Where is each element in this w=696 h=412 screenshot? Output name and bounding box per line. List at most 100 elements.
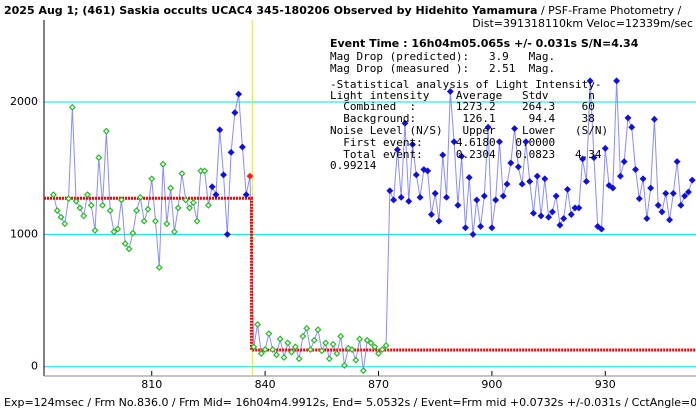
data-point	[299, 332, 307, 340]
event-time: Event Time : 16h04m05.065s +/- 0.031s S/…	[330, 37, 639, 50]
data-point	[53, 207, 61, 215]
stat-line: Background: 126.1 94.4 38	[330, 112, 595, 125]
data-point	[201, 167, 209, 175]
data-point	[118, 196, 125, 204]
data-point	[367, 339, 375, 347]
data-point	[378, 346, 386, 353]
data-point	[352, 356, 360, 364]
data-point	[416, 193, 424, 201]
data-point	[220, 171, 227, 179]
data-point	[159, 160, 167, 168]
data-point	[548, 208, 556, 216]
data-point	[246, 172, 254, 180]
data-point	[314, 326, 322, 334]
data-point	[390, 196, 398, 204]
data-point	[250, 343, 258, 351]
data-point	[397, 193, 405, 201]
data-point	[673, 158, 681, 166]
data-point	[605, 181, 613, 189]
data-point	[590, 154, 598, 162]
data-point	[635, 195, 643, 203]
data-point	[446, 88, 454, 95]
y-tick-label: 2000	[10, 95, 38, 108]
info: Dist=391318110km Veloc=12339m/sec	[472, 17, 693, 30]
data-point	[310, 336, 318, 344]
data-point	[265, 330, 273, 338]
x-tick-label: 810	[141, 378, 162, 391]
data-point	[303, 324, 311, 332]
y-tick-label: 1000	[10, 227, 38, 240]
data-point	[257, 350, 265, 357]
data-point	[322, 339, 330, 347]
data-point	[484, 123, 492, 131]
data-point	[477, 223, 485, 230]
data-point	[533, 172, 541, 180]
stat-line: Combined : 1273.2 264.3 60	[330, 100, 595, 113]
data-point	[435, 217, 443, 225]
data-point	[556, 221, 564, 229]
x-tick-label: 840	[255, 378, 276, 391]
data-point	[579, 155, 587, 163]
data-point	[72, 197, 80, 205]
data-point	[80, 212, 88, 220]
data-point	[575, 204, 583, 212]
stat-line: Mag Drop (measured ): 2.51 Mag.	[330, 62, 555, 75]
data-point	[647, 184, 655, 192]
data-point	[666, 216, 673, 224]
data-point	[223, 230, 231, 238]
stat-line: Total event: 0.2304 0.0823 4.34	[330, 148, 602, 161]
data-point	[144, 205, 152, 213]
data-point	[57, 213, 65, 221]
data-point	[382, 342, 390, 350]
data-point	[288, 348, 296, 356]
y-tick-label: 0	[31, 360, 38, 373]
data-point	[291, 343, 299, 351]
data-point	[337, 332, 345, 340]
data-point	[560, 215, 568, 222]
x-tick-label: 870	[368, 378, 389, 391]
data-point	[499, 192, 507, 200]
data-point	[424, 167, 432, 175]
data-point	[526, 178, 534, 185]
stat-line: Noise Level (N/S) Upper Lower (S/N)	[330, 124, 608, 137]
data-point	[333, 350, 341, 357]
data-point	[461, 224, 469, 232]
data-point	[458, 152, 466, 160]
data-point	[412, 171, 420, 179]
data-point	[662, 189, 670, 197]
data-point	[110, 228, 118, 236]
data-point	[677, 201, 685, 209]
data-point	[231, 109, 239, 117]
data-point	[503, 180, 511, 188]
data-point	[639, 175, 647, 183]
data-point	[613, 77, 621, 85]
data-point	[295, 355, 303, 363]
data-point	[454, 201, 462, 209]
data-point	[650, 115, 658, 123]
data-point	[359, 367, 367, 375]
data-point	[654, 201, 662, 209]
data-point	[269, 346, 277, 353]
chart-title: 2025 Aug 1; (461) Saskia occults UCAC4 3…	[4, 4, 682, 17]
data-point	[133, 207, 141, 215]
data-point	[129, 229, 137, 237]
data-point	[624, 114, 632, 122]
data-point	[284, 339, 292, 347]
data-point	[375, 350, 382, 357]
data-point	[552, 192, 560, 200]
data-point	[616, 172, 624, 180]
data-point	[140, 217, 148, 225]
data-point	[280, 354, 288, 361]
data-point	[567, 211, 575, 218]
data-point	[227, 148, 235, 156]
data-point	[261, 346, 269, 353]
data-point	[208, 183, 216, 191]
data-point	[684, 188, 692, 196]
data-point	[106, 207, 114, 215]
data-point	[121, 240, 129, 248]
data-point	[235, 90, 243, 98]
data-point	[99, 201, 107, 209]
data-point	[537, 212, 545, 220]
data-point	[439, 151, 447, 159]
data-point	[76, 204, 84, 212]
